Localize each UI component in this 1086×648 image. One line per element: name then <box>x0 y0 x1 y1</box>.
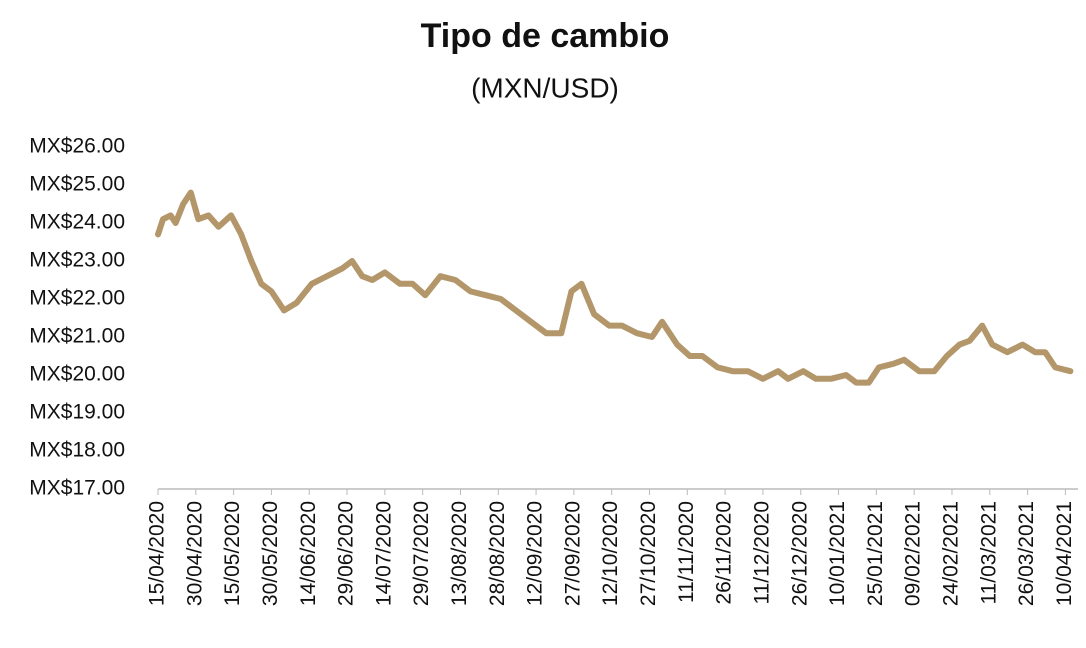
y-tick-label: MX$22.00 <box>29 287 125 310</box>
x-tick-label: 14/06/2020 <box>297 501 320 606</box>
x-tick-label: 25/01/2021 <box>864 501 887 606</box>
chart-subtitle: (MXN/USD) <box>471 72 619 103</box>
x-tick-label: 26/12/2020 <box>788 501 811 606</box>
x-tick-label: 26/11/2020 <box>713 501 736 605</box>
y-tick-label: MX$18.00 <box>29 439 125 462</box>
y-tick-label: MX$17.00 <box>29 477 125 500</box>
x-tick-label: 26/03/2021 <box>1015 501 1038 606</box>
x-tick-label: 09/02/2021 <box>902 501 925 606</box>
x-tick-label: 30/04/2020 <box>183 501 206 606</box>
x-tick-label: 27/09/2020 <box>561 501 584 606</box>
x-tick-label: 11/11/2020 <box>675 501 698 603</box>
y-tick-label: MX$24.00 <box>29 211 125 234</box>
x-tick-label: 12/10/2020 <box>599 501 622 606</box>
x-tick-label: 15/05/2020 <box>221 501 244 606</box>
y-tick-label: MX$26.00 <box>29 135 125 158</box>
x-tick-label: 15/04/2020 <box>146 501 169 606</box>
x-tick-label: 27/10/2020 <box>637 501 660 606</box>
x-tick-label: 10/04/2021 <box>1053 501 1076 606</box>
x-tick-label: 28/08/2020 <box>486 501 509 606</box>
x-tick-label: 11/12/2020 <box>750 501 773 605</box>
y-tick-label: MX$19.00 <box>29 401 125 424</box>
chart-title: Tipo de cambio <box>421 17 670 55</box>
x-tick-label: 12/09/2020 <box>524 501 547 606</box>
x-tick-label: 10/01/2021 <box>826 501 849 606</box>
data-line <box>155 189 1074 386</box>
y-tick-label: MX$20.00 <box>29 363 125 386</box>
x-tick-label: 14/07/2020 <box>372 501 395 606</box>
y-tick-label: MX$25.00 <box>29 173 125 196</box>
x-tick-label: 29/07/2020 <box>410 501 433 606</box>
x-tick-label: 13/08/2020 <box>448 501 471 606</box>
y-tick-label: MX$21.00 <box>29 325 125 348</box>
x-tick-label: 24/02/2021 <box>940 501 963 606</box>
x-tick-label: 29/06/2020 <box>335 501 358 606</box>
x-tick-label: 30/05/2020 <box>259 501 282 606</box>
x-tick-label: 11/03/2021 <box>977 501 1000 605</box>
y-tick-label: MX$23.00 <box>29 249 125 272</box>
